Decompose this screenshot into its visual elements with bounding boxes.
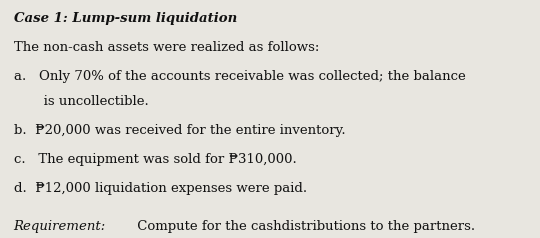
- Text: d.  ₱12,000 liquidation expenses were paid.: d. ₱12,000 liquidation expenses were pai…: [14, 182, 307, 195]
- Text: b.  ₱20,000 was received for the entire inventory.: b. ₱20,000 was received for the entire i…: [14, 124, 345, 137]
- Text: c.   The equipment was sold for ₱310,000.: c. The equipment was sold for ₱310,000.: [14, 153, 296, 166]
- Text: Requirement:: Requirement:: [14, 219, 106, 233]
- Text: a.   Only 70% of the accounts receivable was collected; the balance: a. Only 70% of the accounts receivable w…: [14, 70, 465, 83]
- Text: is uncollectible.: is uncollectible.: [14, 95, 148, 108]
- Text: Case 1: Lump-sum liquidation: Case 1: Lump-sum liquidation: [14, 12, 237, 25]
- Text: The non-cash assets were realized as follows:: The non-cash assets were realized as fol…: [14, 41, 319, 54]
- Text: Compute for the cash​distributions to the partners.: Compute for the cash​distributions to th…: [132, 219, 475, 233]
